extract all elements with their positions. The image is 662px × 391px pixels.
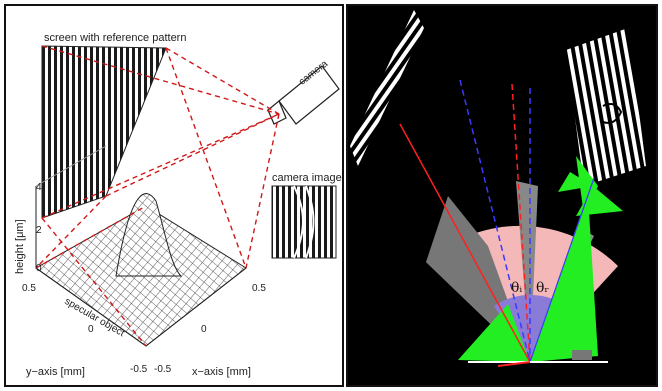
height-tick-2: 2 [36, 225, 42, 236]
x-tick-minus-0-5: -0.5 [154, 364, 172, 375]
green-cone-bowtie-a [576, 186, 623, 216]
green-cone-right [530, 196, 598, 362]
camera-image-label: camera image [272, 172, 342, 184]
y-tick-minus-0-5: -0.5 [130, 364, 148, 375]
right-panel-reflection-geometry: θᵢ θᵣ [346, 4, 658, 387]
surface-tangent [497, 361, 531, 367]
screen-right-defect [602, 103, 623, 124]
reference-screen [41, 45, 167, 219]
reflected-ray-blue [529, 177, 595, 363]
camera-image-distortion [293, 185, 315, 259]
height-tick-4: 4 [36, 182, 42, 193]
reflected-ray-red [511, 83, 531, 363]
incident-ray-red [399, 123, 531, 363]
x-axis-label: x−axis [mm] [192, 366, 251, 378]
setup-drawing [35, 45, 340, 347]
theta-incident-label: θᵢ [511, 280, 523, 296]
green-cone-bowtie-b [558, 172, 593, 192]
y-tick-0-5: 0.5 [22, 283, 36, 294]
left-panel-measurement-setup: screen with reference pattern camera cam… [4, 4, 344, 387]
reflection-rays [35, 45, 280, 347]
green-cone-left [458, 304, 530, 362]
theta-reflected-label: θᵣ [536, 280, 550, 296]
camera-image-thumbnail [271, 185, 337, 259]
x-tick-0-5: 0.5 [252, 283, 266, 294]
geometry-drawing [350, 10, 646, 367]
x-tick-0: 0 [201, 324, 207, 335]
grey-block [572, 350, 592, 360]
striped-screen-right [566, 28, 646, 186]
screen-label: screen with reference pattern [44, 32, 187, 44]
y-axis-label: y−axis [mm] [26, 366, 85, 378]
y-tick-0: 0 [88, 324, 94, 335]
height-axis-label: height [μm] [14, 219, 26, 274]
incident-ray-blue [459, 79, 531, 363]
axes-box [35, 145, 247, 347]
height-tick-0: 0 [36, 263, 42, 274]
striped-screen-left [350, 10, 424, 166]
